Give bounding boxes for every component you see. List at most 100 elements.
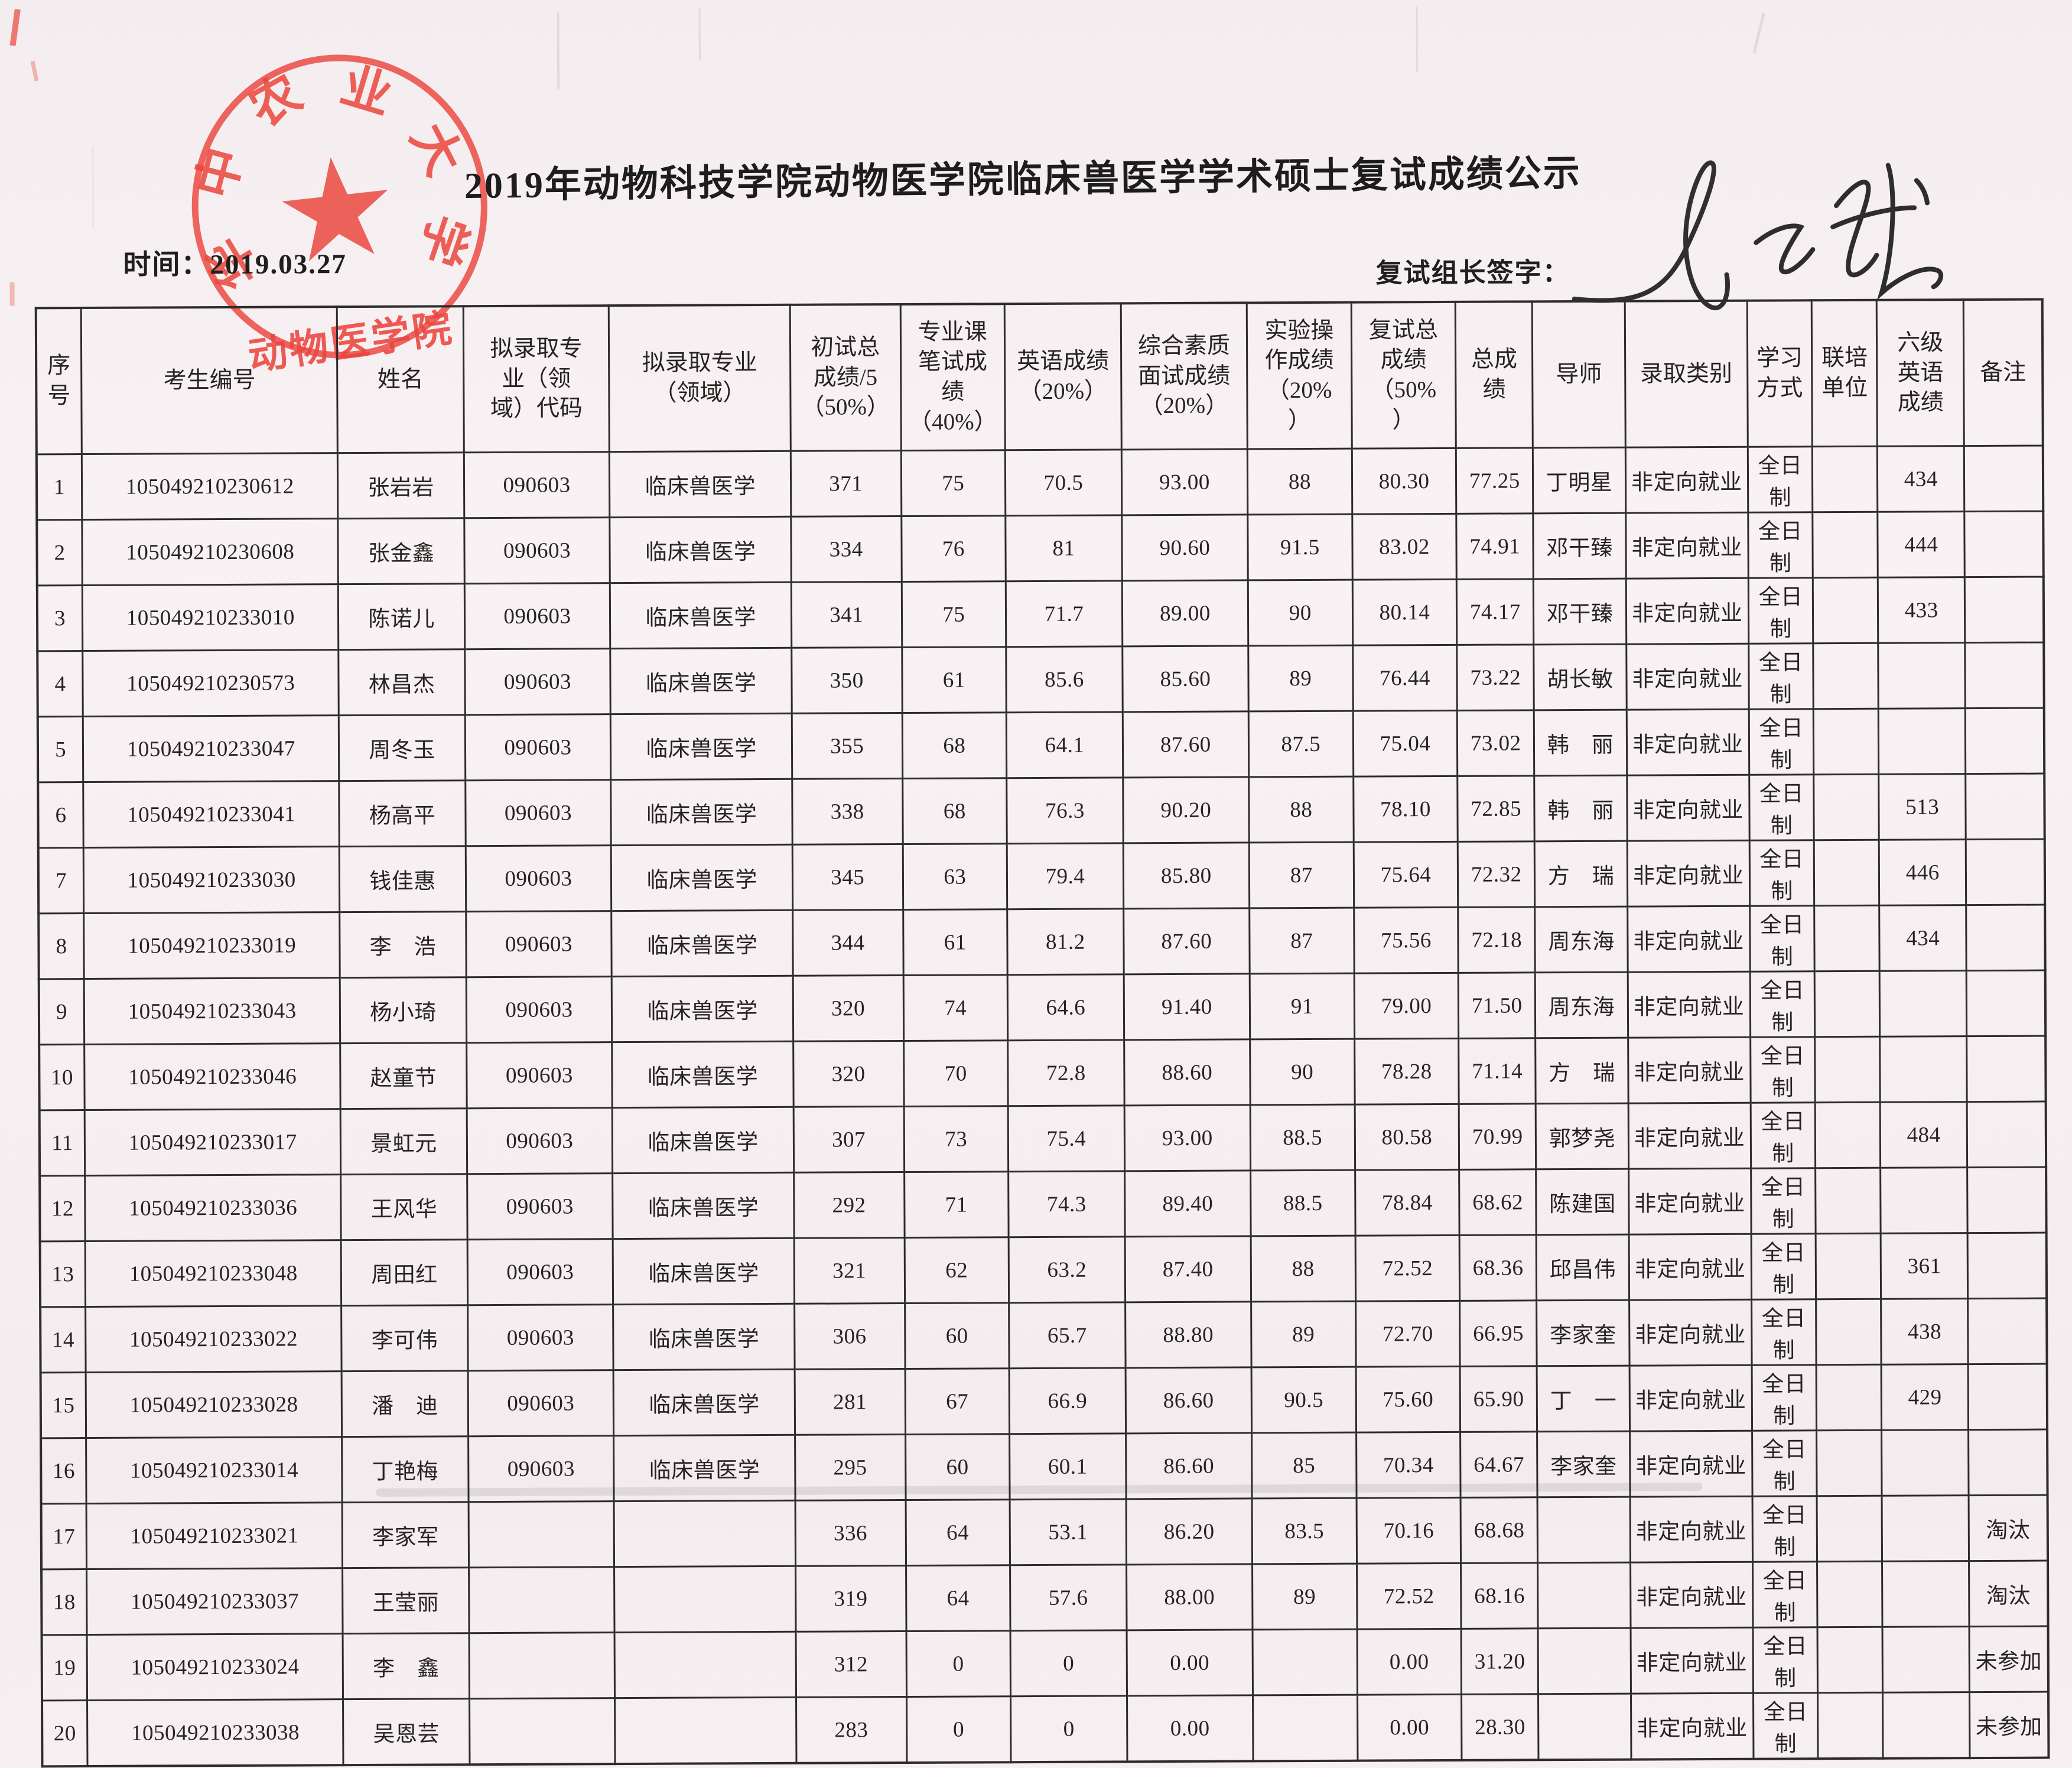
table-cell: 371 <box>791 450 902 517</box>
table-cell <box>1968 1364 2048 1430</box>
table-cell: 75 <box>900 450 1006 516</box>
table-cell: 76 <box>901 515 1006 582</box>
table-cell: 87 <box>1249 908 1354 974</box>
table-cell: 72.52 <box>1357 1563 1462 1630</box>
table-cell: 105049210230608 <box>82 518 339 586</box>
table-cell: 73.22 <box>1457 644 1534 711</box>
table-cell: 胡长敏 <box>1534 644 1627 710</box>
table-cell: 全日制 <box>1749 971 1816 1038</box>
table-cell: 2 <box>37 519 83 586</box>
table-cell: 090603 <box>464 648 611 715</box>
table-cell: 63 <box>902 843 1007 910</box>
table-cell: 75 <box>901 581 1006 648</box>
table-cell: 70 <box>903 1040 1009 1107</box>
table-cell <box>1964 511 2044 577</box>
header-cell: 拟录取专 业（领 域）代码 <box>463 306 610 453</box>
table-cell <box>1878 708 1966 775</box>
table-cell: 13 <box>40 1241 86 1307</box>
header-cell: 综合素质 面试成绩 （20%） <box>1120 303 1248 450</box>
table-cell: 70.16 <box>1356 1497 1461 1564</box>
table-cell: 68.68 <box>1461 1497 1538 1564</box>
table-cell: 丁艳梅 <box>341 1436 469 1503</box>
table-cell: 105049210230612 <box>82 453 339 520</box>
table-cell: 63.2 <box>1009 1236 1126 1303</box>
table-cell: 090603 <box>467 1239 613 1305</box>
table-cell: 85.80 <box>1123 842 1250 909</box>
table-cell <box>1815 1036 1881 1103</box>
table-cell: 邓干臻 <box>1533 513 1627 579</box>
table-cell: 64 <box>906 1565 1011 1632</box>
table-cell <box>1812 446 1878 512</box>
table-cell: 281 <box>794 1369 906 1435</box>
table-cell: 全日制 <box>1751 1168 1816 1234</box>
table-cell <box>1816 1233 1882 1299</box>
table-cell: 350 <box>791 647 902 714</box>
table-cell: 非定向就业 <box>1630 1627 1753 1694</box>
table-cell <box>1964 577 2044 643</box>
table-cell: 31.20 <box>1461 1628 1538 1695</box>
table-cell: 非定向就业 <box>1629 1496 1753 1563</box>
table-cell: 14 <box>40 1306 86 1373</box>
table-cell: 非定向就业 <box>1629 1299 1752 1366</box>
table-cell: 88.80 <box>1125 1301 1252 1368</box>
table-cell: 非定向就业 <box>1627 840 1750 907</box>
table-cell: 18 <box>41 1569 87 1635</box>
table-row: 5 105049210233047 周冬玉 090603 临床兽医学 355 68 64.1 8… <box>37 708 2045 782</box>
table-row: 20 105049210233038 吴恩芸 283 0 0 0.00 0.00 28.30 非定… <box>42 1692 2049 1767</box>
table-cell <box>1965 774 2045 840</box>
header-cell: 学习 方式 <box>1746 300 1813 447</box>
table-cell: 周东海 <box>1534 906 1628 973</box>
table-cell: 91.40 <box>1123 973 1250 1040</box>
table-cell: 全日制 <box>1748 577 1814 644</box>
table-cell: 76.44 <box>1352 645 1458 711</box>
table-cell <box>614 1566 796 1633</box>
table-cell: 8 <box>38 913 84 979</box>
table-cell: 75.56 <box>1354 907 1459 974</box>
table-cell: 方 瑞 <box>1534 841 1628 907</box>
table-cell: 89 <box>1251 1301 1356 1367</box>
table-cell: 312 <box>795 1631 907 1698</box>
table-cell: 85.60 <box>1122 645 1249 712</box>
table-cell: 87.5 <box>1248 711 1354 777</box>
table-cell: 89 <box>1252 1564 1357 1630</box>
table-cell <box>1882 1692 1970 1759</box>
scan-artifact <box>1752 12 1765 54</box>
table-cell: 434 <box>1877 446 1964 512</box>
table-cell: 57.6 <box>1010 1564 1127 1631</box>
table-cell: 郭梦尧 <box>1536 1103 1629 1169</box>
table-cell <box>1813 708 1879 775</box>
table-cell: 全日制 <box>1751 1233 1817 1300</box>
scan-artifact <box>1416 6 1419 72</box>
table-cell: 周东海 <box>1535 972 1628 1038</box>
table-cell: 非定向就业 <box>1629 1431 1752 1497</box>
table-cell <box>614 1500 796 1567</box>
table-cell: 1 <box>36 454 82 520</box>
table-cell: 74.91 <box>1456 513 1534 580</box>
table-cell: 60.1 <box>1009 1433 1126 1500</box>
table-cell: 80.30 <box>1351 448 1457 515</box>
table-row: 12 105049210233036 王风华 090603 临床兽医学 292 71 74.3… <box>40 1167 2047 1242</box>
table-cell: 105049210233024 <box>87 1633 343 1701</box>
table-cell <box>469 1632 615 1699</box>
table-cell <box>469 1698 616 1765</box>
table-cell: 72.18 <box>1458 906 1536 973</box>
table-cell: 0 <box>1010 1630 1127 1696</box>
table-cell: 非定向就业 <box>1627 906 1750 973</box>
table-cell: 88 <box>1247 448 1352 515</box>
table-cell: 4 <box>37 651 83 717</box>
table-row: 6 105049210233041 杨高平 090603 临床兽医学 338 68 76.3 9… <box>38 774 2045 848</box>
table-cell: 李家军 <box>342 1502 469 1568</box>
table-cell: 85 <box>1251 1432 1357 1499</box>
table-cell: 全日制 <box>1750 1036 1816 1103</box>
table-row: 19 105049210233024 李 鑫 312 0 0 0.00 0.00 31.20 非定… <box>41 1626 2048 1701</box>
table-cell: 非定向就业 <box>1626 578 1749 645</box>
table-row: 16 105049210233014 丁艳梅 090603 临床兽医学 295 60 60.1… <box>41 1429 2048 1504</box>
table-cell: 非定向就业 <box>1626 644 1749 710</box>
table-row: 10 105049210233046 赵童节 090603 临床兽医学 320 70 72.8… <box>39 1036 2046 1110</box>
table-cell: 临床兽医学 <box>610 582 792 649</box>
table-cell: 87.40 <box>1124 1236 1251 1302</box>
table-cell: 临床兽医学 <box>613 1435 795 1502</box>
table-cell: 334 <box>791 516 902 583</box>
header-cell: 联培 单位 <box>1811 300 1878 447</box>
table-cell: 75.4 <box>1008 1105 1125 1172</box>
